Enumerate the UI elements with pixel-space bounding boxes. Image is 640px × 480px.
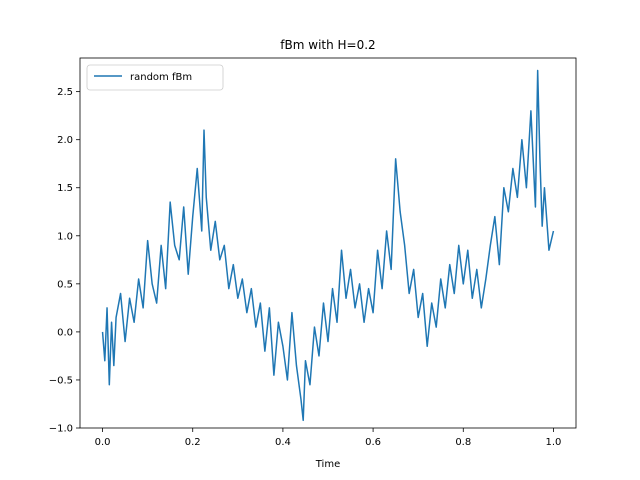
y-tick-label: 0.0	[57, 327, 73, 338]
series-layer	[101, 69, 555, 422]
x-tick-label: 0.2	[185, 437, 201, 448]
y-tick-label: 1.5	[57, 183, 73, 194]
x-tick-label: 0.4	[275, 437, 291, 448]
legend-box	[86, 64, 224, 91]
plot-frame	[79, 57, 577, 429]
x-tick-label: 1.0	[546, 437, 562, 448]
y-tick-label: 2.0	[57, 135, 73, 146]
y-tick-label: 2.5	[57, 87, 73, 98]
legend-label-random-fbm: random fBm	[130, 72, 192, 83]
y-tick-label: 0.5	[57, 279, 73, 290]
series-line-random-fbm	[101, 69, 555, 422]
x-axis-label: Time	[315, 459, 340, 470]
y-tick-label: 1.0	[57, 231, 73, 242]
x-tick-label: 0.6	[365, 437, 381, 448]
x-tick-label: 0.8	[455, 437, 471, 448]
legend: random fBm	[86, 64, 224, 91]
y-tick-label: −1.0	[49, 424, 73, 435]
x-tick-label: 0.0	[95, 437, 111, 448]
x-axis-ticks: 0.0 0.2 0.4 0.6 0.8 1.0	[95, 428, 562, 448]
y-tick-label: −0.5	[49, 375, 73, 386]
y-axis-ticks: −1.0 −0.5 0.0 0.5 1.0 1.5 2.0 2.5	[49, 87, 80, 435]
chart-title: fBm with H=0.2	[280, 38, 375, 52]
plot-area	[80, 58, 576, 428]
